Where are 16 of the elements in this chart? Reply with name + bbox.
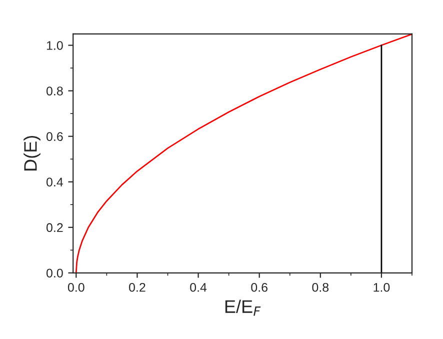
y-tick-label: 0.2	[46, 223, 63, 232]
y-tick-label: 0.8	[46, 86, 63, 96]
x-tick-label: 0.0	[68, 282, 84, 292]
x-axis-title: E/E$_{F}$	[225, 300, 261, 316]
y-tick-label: 0.0	[46, 268, 63, 278]
line-series	[75, 34, 412, 273]
y-tick-label: 0.4	[46, 178, 64, 186]
x-tick-label: 0.6	[251, 282, 268, 292]
line-series	[380, 44, 382, 273]
x-tick-label: 0.2	[129, 282, 146, 292]
x-tick-label: 0.8	[312, 282, 329, 292]
y-tick-label: 0.6	[46, 132, 63, 141]
x-tick-label: 0.4	[190, 282, 207, 292]
y-axis-title: D(E)	[24, 136, 40, 170]
x-tick-label: 1.0	[374, 282, 390, 292]
y-tick-label: 1.0	[46, 41, 63, 50]
